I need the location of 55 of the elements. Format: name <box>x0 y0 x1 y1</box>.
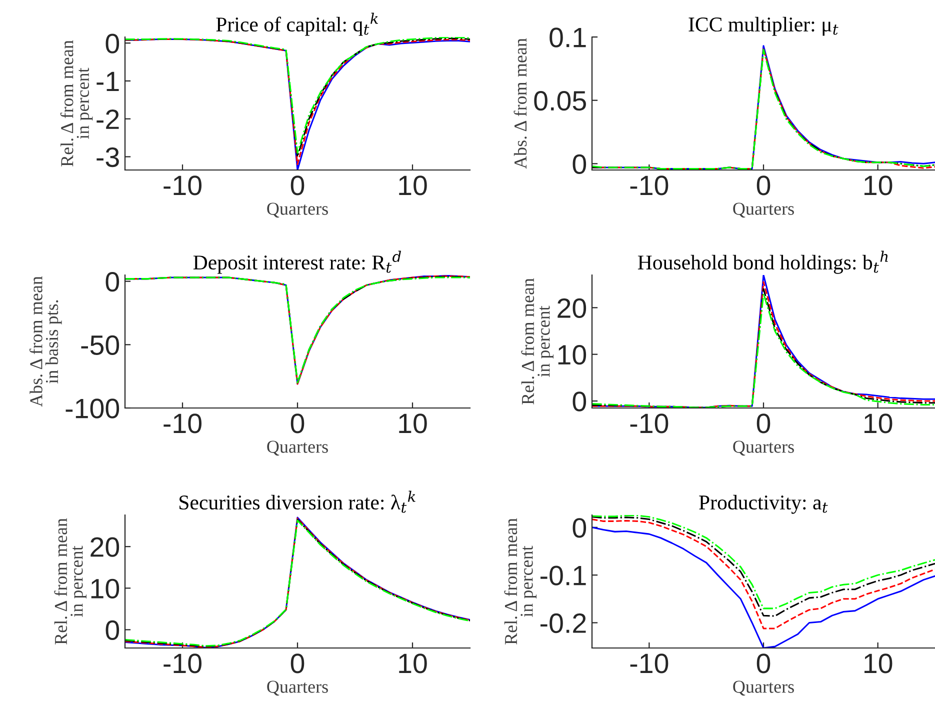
y-axis-title: Rel. Δ from mean in percent <box>521 278 554 404</box>
x-axis-title: Quarters <box>733 202 794 218</box>
y-tick-label: 20 <box>558 298 586 318</box>
y-tick-label: -0.1 <box>540 566 586 586</box>
y-tick-label: -3 <box>96 147 119 168</box>
chart-title: Securities diversion rate: λ$_{t}$$^{k}$ <box>180 490 416 513</box>
y-tick-label: 0 <box>106 620 120 640</box>
x-tick-label: 0 <box>290 654 304 674</box>
y-tick-label: 0 <box>572 518 586 538</box>
y-tick-label: 0.1 <box>550 28 586 48</box>
y-axis-title: Rel. Δ from mean in percent <box>60 40 93 166</box>
y-tick-label: 0.05 <box>534 91 586 111</box>
chart-title: Productivity: a$_{t}$ <box>699 494 828 514</box>
y-tick-label: -100 <box>66 398 120 418</box>
x-tick-label: -10 <box>630 176 668 196</box>
y-tick-label: 10 <box>558 345 586 365</box>
x-tick-label: 10 <box>399 176 427 196</box>
x-tick-label: -10 <box>630 654 668 674</box>
x-axis-title: Quarters <box>733 440 794 456</box>
x-axis-title: Quarters <box>267 202 328 218</box>
y-tick-label: 0 <box>106 272 120 292</box>
x-tick-label: -10 <box>164 654 202 674</box>
y-tick-label: -2 <box>96 110 119 129</box>
x-tick-label: 0 <box>756 654 770 674</box>
y-tick-label: 0 <box>106 34 120 54</box>
x-tick-label: 0 <box>756 414 770 434</box>
x-tick-label: 0 <box>290 176 304 196</box>
y-tick-label: 10 <box>91 578 120 598</box>
y-tick-label: -0.2 <box>540 613 586 634</box>
x-axis-title: Quarters <box>267 680 328 696</box>
x-tick-label: -10 <box>164 176 202 196</box>
y-tick-label: -50 <box>81 335 120 356</box>
x-tick-label: -10 <box>164 414 202 434</box>
chart-title: Household bond holdings: b$_{t}$$^{h}$ <box>638 250 888 274</box>
x-tick-label: 10 <box>864 176 892 196</box>
x-tick-label: 10 <box>864 414 892 434</box>
y-axis-title: Abs. Δ from mean <box>514 38 527 169</box>
x-tick-label: 10 <box>399 414 427 434</box>
x-axis-title: Quarters <box>733 680 794 696</box>
y-tick-label: 20 <box>90 537 120 557</box>
chart-title: ICC multiplier: μ$_{t}$ <box>688 16 838 36</box>
x-axis-title: Quarters <box>267 440 328 456</box>
y-axis-title: Rel. Δ from mean in percent <box>504 518 536 644</box>
y-tick-label: -1 <box>96 72 119 92</box>
x-tick-label: 10 <box>399 654 427 674</box>
y-tick-label: 0 <box>572 154 586 174</box>
chart-title: Deposit interest rate: R$_{t}$$^{d}$ <box>193 250 401 274</box>
x-tick-label: 0 <box>290 414 304 434</box>
x-tick-label: 10 <box>864 654 892 674</box>
y-axis-title: Rel. Δ from mean in percent <box>54 518 86 644</box>
y-axis-title: Abs. Δ from mean in basis pts. <box>29 276 62 407</box>
y-tick-label: 0 <box>572 392 586 412</box>
x-tick-label: -10 <box>630 414 668 434</box>
x-tick-label: 0 <box>756 176 770 196</box>
chart-title: Price of capital: q$_{t}$$^{k}$ <box>216 12 378 36</box>
